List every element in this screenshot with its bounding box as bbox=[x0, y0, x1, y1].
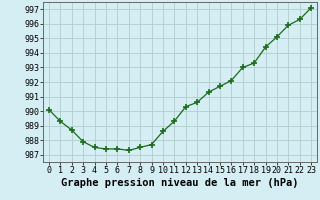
X-axis label: Graphe pression niveau de la mer (hPa): Graphe pression niveau de la mer (hPa) bbox=[61, 178, 299, 188]
